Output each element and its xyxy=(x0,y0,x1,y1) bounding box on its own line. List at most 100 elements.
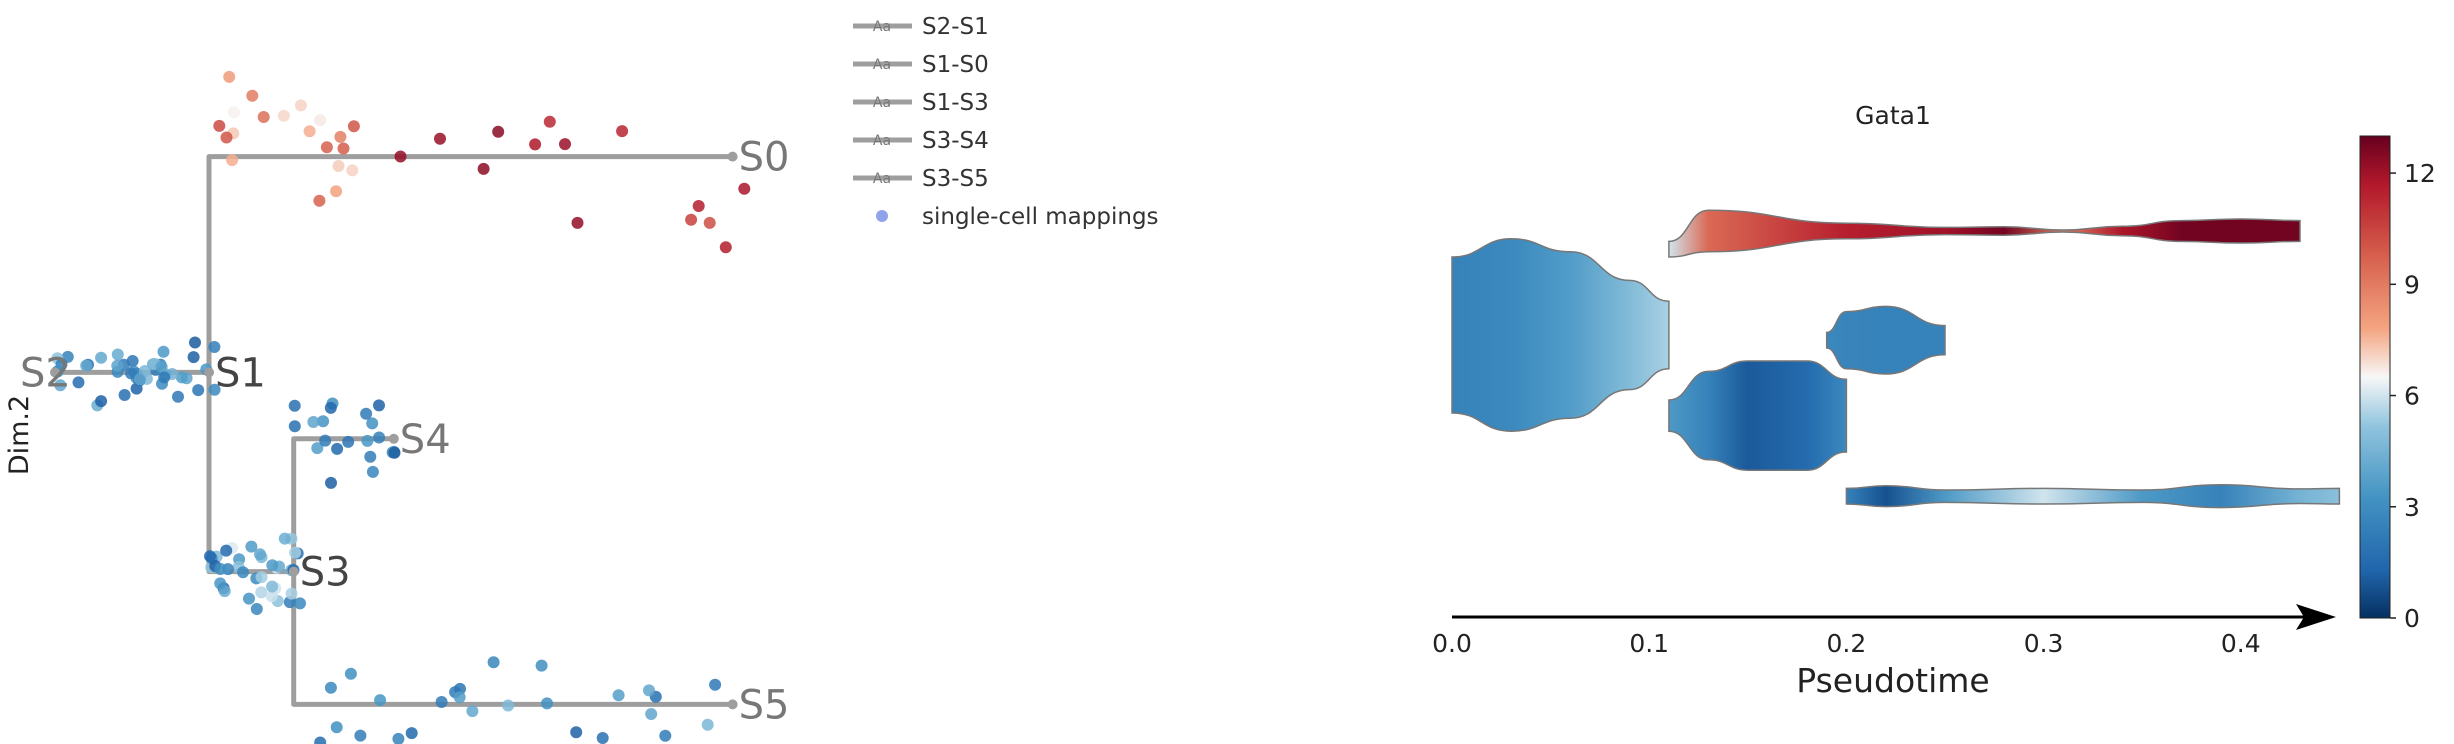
cell-point xyxy=(277,109,290,122)
cell-point xyxy=(72,376,85,389)
colorbar-tick-label: 3 xyxy=(2404,493,2420,522)
cell-point xyxy=(330,721,343,734)
cell-point xyxy=(388,446,401,459)
legend-label-single-cell-mappings: single-cell mappings xyxy=(922,204,1159,230)
cell-point xyxy=(111,348,124,361)
node-label-S0: S0 xyxy=(739,135,790,181)
cell-point xyxy=(111,359,124,372)
cell-point xyxy=(266,580,279,593)
cell-point xyxy=(492,125,505,138)
cell-point xyxy=(208,383,221,396)
cell-point xyxy=(289,546,302,559)
x-tick-label: 0.4 xyxy=(2221,629,2261,658)
cell-point xyxy=(344,667,357,680)
cell-point xyxy=(529,138,542,151)
node-label-S3: S3 xyxy=(300,550,351,596)
tree-node-S5 xyxy=(727,699,738,710)
cell-point xyxy=(313,194,326,207)
legend-points-marker xyxy=(876,210,888,222)
cell-point xyxy=(405,727,418,740)
cell-point xyxy=(325,476,337,489)
cell-point xyxy=(266,559,279,572)
cell-point xyxy=(331,442,344,455)
cell-point xyxy=(213,119,226,132)
tree-node-labels: S2 S1 S0 S3 S4 S5 xyxy=(20,135,789,729)
stream-upper-sub xyxy=(1825,305,1946,375)
cell-point xyxy=(246,89,259,102)
stream-root xyxy=(1451,238,1670,432)
cell-point xyxy=(172,390,184,403)
cell-point xyxy=(347,120,360,133)
cell-point xyxy=(314,736,327,744)
node-label-S4: S4 xyxy=(400,417,451,463)
x-tick-labels: 0.0 0.1 0.2 0.3 0.4 xyxy=(1432,629,2261,658)
cell-point xyxy=(453,691,466,704)
cell-point xyxy=(285,587,298,600)
legend-label-S1-S0: S1-S0 xyxy=(922,52,989,78)
cell-point xyxy=(334,130,347,143)
tree-node-S3 xyxy=(288,566,299,577)
cell-point xyxy=(255,586,268,599)
tree-node-S0 xyxy=(727,151,738,162)
cell-point xyxy=(701,718,714,731)
legend-label-S2-S1: S2-S1 xyxy=(922,14,989,40)
cell-point xyxy=(541,697,553,710)
cell-point xyxy=(317,415,330,428)
single-cell-points xyxy=(51,70,751,744)
cell-point xyxy=(158,371,171,384)
cell-point xyxy=(360,407,373,420)
stream-plot-title: Gata1 xyxy=(1855,101,1931,130)
cell-point xyxy=(250,603,263,615)
x-tick-label: 0.0 xyxy=(1432,629,1472,658)
cell-point xyxy=(570,726,583,739)
cell-point xyxy=(257,111,270,123)
cell-point xyxy=(189,336,201,349)
stream-shapes xyxy=(1451,209,2341,509)
cell-point xyxy=(245,540,258,553)
tree-edge-S3-S5 xyxy=(291,571,733,707)
cell-point xyxy=(477,162,490,175)
cell-point xyxy=(596,732,609,744)
cell-point xyxy=(738,182,751,195)
cell-point xyxy=(227,106,240,119)
legend-marker-glyph: Aa xyxy=(873,171,891,187)
x-axis xyxy=(1452,604,2336,630)
cell-point xyxy=(255,571,268,584)
cell-point xyxy=(685,213,698,226)
cell-point xyxy=(288,420,301,433)
cell-point xyxy=(157,345,170,358)
subway-map-panel: S2 S1 S0 S3 S4 S5 Dim.2 xyxy=(4,70,789,744)
tree-edge-S1-S0 xyxy=(206,154,733,373)
cell-point xyxy=(394,150,407,163)
cell-point xyxy=(709,678,722,691)
cell-point xyxy=(118,389,131,401)
cell-point xyxy=(332,160,345,172)
cell-point xyxy=(80,359,93,372)
cell-point xyxy=(208,341,221,353)
cell-point xyxy=(314,114,327,127)
cell-point xyxy=(204,550,216,563)
legend-label-S3-S5: S3-S5 xyxy=(922,166,989,192)
tree-edges xyxy=(55,154,733,707)
cell-point xyxy=(692,200,705,212)
cell-point xyxy=(214,577,227,590)
cell-point xyxy=(366,417,379,430)
node-label-S2: S2 xyxy=(20,350,71,396)
cell-point xyxy=(319,434,332,447)
cell-point xyxy=(502,699,515,712)
colorbar-tick-label: 12 xyxy=(2404,159,2436,188)
legend-label-S3-S4: S3-S4 xyxy=(922,128,989,154)
cell-point xyxy=(346,164,359,177)
cell-point xyxy=(392,732,405,744)
cell-point xyxy=(243,592,255,605)
legend-marker-glyph: Aa xyxy=(873,57,891,73)
colorbar-tick-label: 6 xyxy=(2404,382,2420,411)
cell-point xyxy=(226,154,239,167)
colorbar-tick-label: 9 xyxy=(2404,270,2420,299)
cell-point xyxy=(125,367,137,380)
cell-point xyxy=(254,548,266,561)
cell-point xyxy=(192,384,205,397)
colorbar: 0 3 6 9 12 xyxy=(2359,135,2436,633)
y-axis-label: Dim.2 xyxy=(4,395,35,475)
legend-marker-glyph: Aa xyxy=(873,133,891,149)
